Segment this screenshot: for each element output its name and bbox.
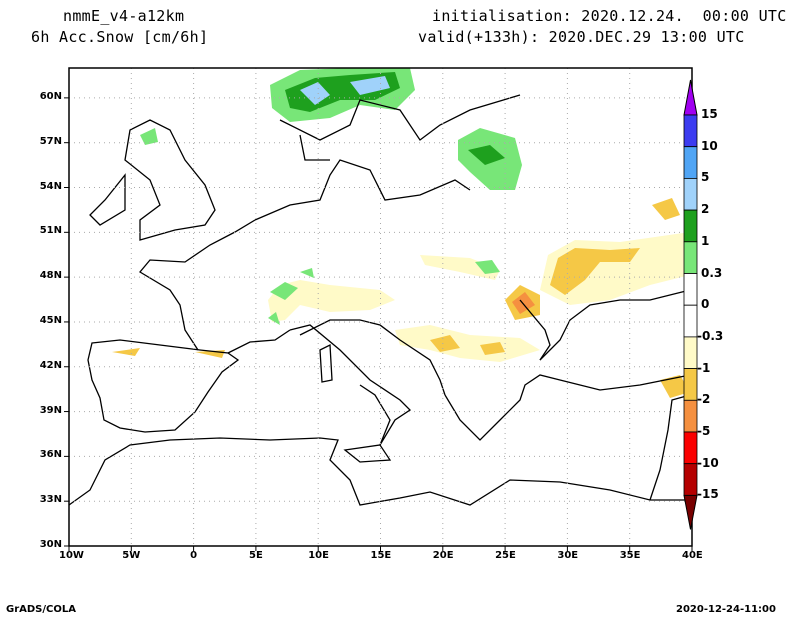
colorbar-label: 5 — [701, 170, 710, 185]
lat-label: 39N — [39, 404, 62, 416]
map-frame — [68, 67, 693, 547]
colorbar-bottom-triangle — [683, 494, 698, 530]
snow-area-scandinavia-core — [300, 76, 390, 105]
field-title: 6h Acc.Snow [cm/6h] — [31, 28, 209, 46]
lon-label: 15E — [370, 550, 392, 561]
valid-time: valid(+133h): 2020.DEC.29 13:00 UTC — [418, 28, 745, 46]
snow-area-alps-green — [268, 268, 314, 325]
colorbar-segment — [683, 336, 698, 369]
lat-label: 36N — [39, 449, 62, 461]
colorbar-segment — [683, 273, 698, 306]
footer-timestamp: 2020-12-24-11:00 — [676, 604, 776, 615]
snow-area-east-moderate — [550, 198, 680, 295]
colorbar-label: 0.3 — [701, 265, 723, 280]
coast-france — [139, 219, 291, 354]
coast-africa — [68, 437, 690, 506]
colorbar-segment — [683, 431, 698, 465]
colorbar-label: 2 — [701, 202, 710, 217]
lon-label: 10W — [59, 550, 84, 561]
colorbar-label: 1 — [701, 233, 710, 248]
init-time: initialisation: 2020.12.24. 00:00 UTC — [432, 7, 787, 25]
colorbar-top-triangle — [683, 79, 698, 116]
lon-label: 35E — [619, 550, 641, 561]
colorbar-label: 10 — [701, 138, 718, 153]
colorbar-label: -15 — [697, 487, 719, 502]
snow-area-tatra — [475, 260, 500, 274]
colorbar-label: 15 — [701, 107, 718, 121]
lat-label: 42N — [39, 359, 62, 371]
lon-label: 30E — [557, 550, 579, 561]
coast-britain — [89, 119, 216, 241]
snow-area-baltic-heavy — [468, 145, 505, 165]
snow-area-pyrenees — [112, 348, 225, 358]
colorbar-segment — [683, 368, 698, 401]
lat-label: 33N — [39, 494, 62, 506]
lon-label: 5E — [248, 550, 263, 561]
lat-label: 48N — [39, 270, 62, 282]
colorbar-segment — [683, 146, 698, 179]
axes — [64, 67, 693, 551]
lat-label: 60N — [39, 90, 62, 102]
snow-area-turkey — [660, 375, 690, 398]
lon-label: 0 — [190, 550, 198, 561]
grid-lines — [68, 68, 693, 547]
coast-scandinavia — [279, 94, 521, 161]
colorbar-segment — [683, 241, 698, 274]
snow-area-balkans — [395, 325, 540, 362]
snow-area-alps — [268, 280, 395, 322]
lon-label: 5W — [122, 550, 141, 561]
colorbar-segment — [683, 177, 698, 211]
coast-balkans — [444, 299, 691, 441]
lon-label: 10E — [308, 550, 329, 561]
colorbar-segment — [683, 114, 698, 148]
coast-north-sea — [254, 159, 471, 221]
lon-label: 25E — [495, 550, 516, 561]
snow-area-carpathian — [420, 255, 500, 280]
snow-area-romania-heavy — [512, 292, 535, 314]
colorbar-segment — [683, 463, 698, 496]
lon-label: 40E — [682, 550, 703, 561]
footer-source: GrADS/COLA — [6, 604, 76, 615]
lat-label: 51N — [39, 225, 62, 237]
coast-black-sea — [539, 289, 691, 361]
colorbar-label: -1 — [697, 360, 711, 375]
colorbar-segment — [683, 304, 698, 338]
colorbar-segment — [683, 399, 698, 433]
colorbar-label: -2 — [697, 392, 711, 407]
colorbar — [683, 79, 698, 530]
lon-label: 20E — [432, 550, 454, 561]
colorbar-label: -0.3 — [697, 328, 724, 343]
colorbar-segment — [683, 209, 698, 243]
coast-levant — [649, 394, 691, 501]
model-title: nmmE_v4-a12km — [63, 7, 185, 25]
lat-label: 30N — [39, 539, 62, 550]
lat-label: 54N — [39, 180, 62, 192]
colorbar-label: -10 — [697, 455, 719, 470]
colorbar-label: -5 — [697, 424, 711, 438]
snow-fields — [112, 68, 690, 398]
snow-area-balkans-moderate — [430, 335, 505, 355]
lat-label: 57N — [39, 135, 62, 147]
colorbar-label: 0 — [701, 297, 710, 312]
lat-label: 45N — [39, 314, 62, 326]
snow-area-scotland — [140, 128, 158, 145]
coast-italy — [289, 319, 446, 463]
